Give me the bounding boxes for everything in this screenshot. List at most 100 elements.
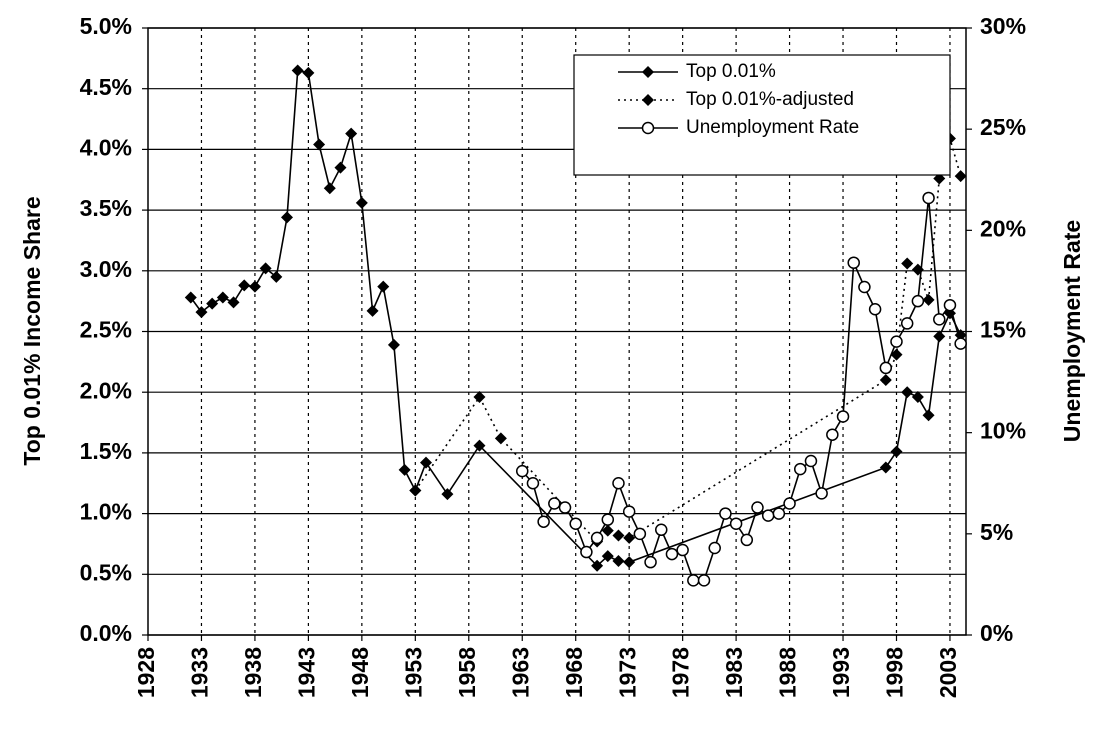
y-tick-label: 4.5% [80, 74, 132, 100]
diamond-marker [248, 280, 261, 293]
x-tick-label: 1978 [668, 647, 694, 698]
diamond-marker [473, 391, 486, 404]
circle-marker [890, 335, 903, 348]
y2-tick-label: 5% [980, 519, 1013, 545]
diamond-marker [601, 524, 614, 537]
x-tick-label: 1988 [775, 647, 801, 698]
x-tick-label: 1948 [347, 647, 373, 698]
y2-tick-label: 20% [980, 215, 1026, 241]
circle-marker [847, 256, 860, 269]
diamond-marker [922, 293, 935, 306]
diamond-marker [270, 270, 283, 283]
circle-marker [943, 298, 957, 312]
diamond-marker [591, 559, 604, 572]
diamond-marker [420, 456, 433, 469]
plot-frame [147, 27, 967, 636]
diamond-marker [642, 94, 654, 106]
circle-marker [601, 513, 615, 526]
circle-marker [708, 541, 721, 555]
circle-marker [922, 191, 935, 205]
circle-marker [537, 515, 550, 528]
x-tick-label: 1953 [400, 647, 426, 698]
x-tick-label: 1958 [454, 647, 480, 698]
diamond-marker [901, 257, 914, 270]
circle-marker [622, 505, 636, 518]
diamond-marker [206, 297, 219, 310]
legend: Top 0.01% Top 0.01%-adjusted Unemployment … [573, 54, 951, 176]
diamond-marker [387, 338, 400, 351]
x-tick-label: 1933 [187, 647, 213, 698]
y-tick-label: 1.5% [80, 438, 132, 464]
y-tick-label: 1.0% [80, 499, 132, 525]
y-tick-label: 4.0% [80, 134, 132, 160]
diamond-marker [291, 64, 304, 77]
circle-marker [612, 477, 625, 490]
diamond-marker [355, 196, 368, 209]
circle-marker [858, 280, 871, 294]
x-tick-label: 1993 [828, 647, 854, 698]
x-tick-label: 1973 [614, 647, 640, 698]
diamond-marker [323, 182, 336, 195]
x-tick-label: 1963 [507, 647, 533, 698]
y2-tick-label: 0% [980, 620, 1013, 646]
y-tick-label: 2.0% [80, 377, 132, 403]
circle-marker [729, 517, 743, 530]
legend-label: Top 0.01%-adjusted [686, 89, 854, 110]
circle-marker [526, 477, 540, 490]
diamond-marker [623, 531, 636, 544]
circle-marker [644, 555, 657, 569]
diamond-marker [601, 550, 614, 563]
diamond-marker [890, 445, 903, 458]
circle-marker [868, 302, 882, 316]
diamond-marker [901, 386, 914, 399]
y-tick-label: 0.0% [80, 620, 132, 646]
circle-marker [826, 428, 839, 441]
circle-marker [772, 507, 786, 520]
y-axis-title: Top 0.01% Income Share [19, 196, 45, 465]
y-tick-label: 3.0% [80, 256, 132, 282]
circle-marker [794, 462, 807, 476]
series-line [414, 135, 962, 543]
diamond-marker [238, 279, 251, 292]
x-tick-label: 2003 [935, 647, 961, 698]
x-tick-label: 1943 [293, 647, 319, 698]
diamond-marker [334, 161, 347, 174]
circle-marker [815, 487, 828, 500]
diamond-marker [216, 291, 229, 304]
circle-marker [719, 507, 732, 520]
y2-tick-label: 25% [980, 114, 1026, 140]
diamond-marker [302, 66, 315, 79]
circle-marker [879, 361, 893, 375]
diamond-marker [441, 488, 454, 501]
circle-marker [804, 454, 818, 468]
diamond-marker [398, 463, 411, 476]
diamond-marker [612, 554, 625, 567]
circle-marker [761, 509, 775, 522]
circle-marker [569, 517, 582, 530]
diamond-marker [184, 291, 197, 304]
circle-marker [515, 464, 529, 478]
circle-marker [665, 547, 679, 561]
circle-marker [676, 543, 689, 557]
y2-tick-label: 15% [980, 317, 1026, 343]
diamond-marker [494, 432, 507, 445]
diamond-marker [623, 556, 636, 569]
diamond-marker [473, 439, 486, 452]
diamond-marker [313, 138, 326, 151]
circle-marker [911, 294, 925, 308]
circle-marker [954, 337, 967, 350]
diamond-marker [345, 127, 358, 140]
circle-marker [751, 501, 764, 514]
y2-axis-title: Unemployment Rate [1059, 220, 1085, 442]
diamond-marker [366, 304, 379, 317]
diamond-marker [922, 409, 935, 422]
diamond-marker [195, 306, 208, 319]
diamond-marker [227, 296, 240, 309]
diamond-marker [259, 262, 272, 275]
circle-marker [655, 523, 668, 537]
circle-marker [633, 527, 647, 541]
x-tick-label: 1928 [133, 647, 159, 698]
diamond-marker [954, 170, 967, 183]
y2-tick-label: 30% [980, 13, 1026, 39]
diamond-marker [642, 66, 654, 78]
